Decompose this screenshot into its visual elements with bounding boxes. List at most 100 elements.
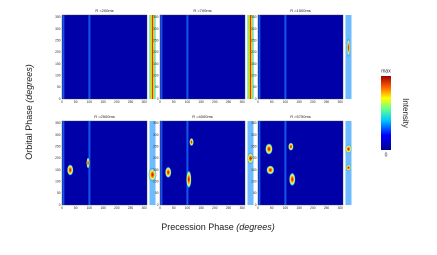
x-tick-label: 300 [142,100,148,104]
x-axis-title: Precession Phase (degrees) [161,222,275,232]
frame [159,14,246,100]
x-tick-label: 300 [142,206,148,210]
x-tick-label: 300 [240,100,246,104]
hot-spot [266,165,275,175]
x-tick-label: 0 [61,206,63,210]
panel: R =700ms 0 50 100 150 200 250 300 0 50 100 150 200 25… [153,8,254,104]
y-tick-label: 100 [55,74,61,78]
hot-stripe [149,121,156,205]
colorbar-max: max [381,68,391,74]
y-tick-label: 200 [55,156,61,160]
x-tick-label: 200 [310,206,316,210]
y-tick-label: 350 [251,15,257,19]
x-tick-label: 250 [324,100,330,104]
x-tick-label: 50 [74,100,78,104]
y-tick-label: 100 [55,180,61,184]
heatmap-bg [62,121,147,205]
stripe [88,15,91,99]
x-tick-label: 50 [270,100,274,104]
y-tick-label: 150 [251,168,257,172]
y-tick-label: 100 [251,74,257,78]
x-tick-label: 0 [257,100,259,104]
y-tick-label: 200 [251,156,257,160]
x-tick-label: 250 [324,206,330,210]
colorbar-label: Intensity [401,98,410,128]
y-tick-label: 300 [153,27,159,31]
x-tick-label: 250 [128,100,134,104]
hot-spot [189,137,194,147]
x-tick-label: 100 [185,100,191,104]
hot-spot [345,144,352,154]
x-tick-label: 300 [338,206,344,210]
y-tick-label: 50 [155,191,159,195]
panel-title: R =1500ms [290,8,311,13]
y-tick-label: 150 [153,168,159,172]
hot-spot [247,152,254,165]
frame [61,14,148,100]
x-tick-label: 0 [257,206,259,210]
y-tick-label: 200 [153,50,159,54]
x-tick-label: 200 [310,100,316,104]
x-tick-label: 200 [212,206,218,210]
panel: R =200ms 0 50 100 150 200 250 300 0 50 100 150 200 25… [55,8,156,104]
frame [257,14,344,100]
x-tick-label: 50 [172,206,176,210]
y-tick-label: 350 [153,15,159,19]
x-tick-label: 300 [240,206,246,210]
y-tick-label: 300 [153,133,159,137]
hot-spot [288,172,296,187]
hot-spot [66,164,74,176]
y-tick-label: 250 [251,145,257,149]
x-tick-label: 0 [159,206,161,210]
y-tick-label: 100 [153,74,159,78]
colorbar-min: 0 [385,152,388,158]
frame [61,120,148,206]
x-tick-label: 50 [74,206,78,210]
x-tick-label: 0 [159,100,161,104]
hot-spot [164,166,172,179]
x-tick-label: 200 [114,206,120,210]
y-tick-label: 0 [157,97,159,101]
x-tick-label: 100 [185,206,191,210]
x-tick-label: 100 [87,206,93,210]
y-tick-label: 0 [59,97,61,101]
x-tick-label: 50 [270,206,274,210]
hot-spot [186,170,192,189]
hot-spot [265,143,273,155]
y-tick-label: 300 [55,27,61,31]
x-tick-label: 150 [296,100,302,104]
stripe [186,121,189,205]
stripe [62,121,65,205]
y-tick-label: 0 [157,203,159,207]
frame [159,120,246,206]
hot-spot [346,38,351,57]
stripe [186,15,189,99]
y-tick-label: 50 [155,85,159,89]
hot-spot [288,142,294,151]
y-tick-label: 250 [251,39,257,43]
x-tick-label: 250 [226,206,232,210]
y-tick-label: 150 [153,62,159,66]
panel-title: R =700ms [193,8,211,13]
panel: R =4000ms 0 50 100 150 200 250 300 0 50 100 150 200 2… [153,114,254,210]
stripe [62,15,65,99]
y-tick-label: 300 [55,133,61,137]
stripe [258,121,261,205]
y-tick-label: 250 [55,145,61,149]
heatmap-bg [62,15,147,99]
y-tick-label: 50 [57,85,61,89]
hot-spot [86,157,90,169]
y-axis-title: Orbital Phase (degrees) [24,64,34,160]
y-tick-label: 350 [55,121,61,125]
heatmap-bg [160,121,245,205]
frame [257,120,344,206]
x-tick-label: 150 [198,100,204,104]
panels: R =200ms 0 50 100 150 200 250 300 0 50 100 150 200 25… [55,8,352,210]
y-tick-label: 150 [55,62,61,66]
y-tick-label: 0 [255,97,257,101]
x-tick-label: 250 [226,100,232,104]
x-tick-label: 300 [338,100,344,104]
panel-title: R =5750ms [290,114,311,119]
